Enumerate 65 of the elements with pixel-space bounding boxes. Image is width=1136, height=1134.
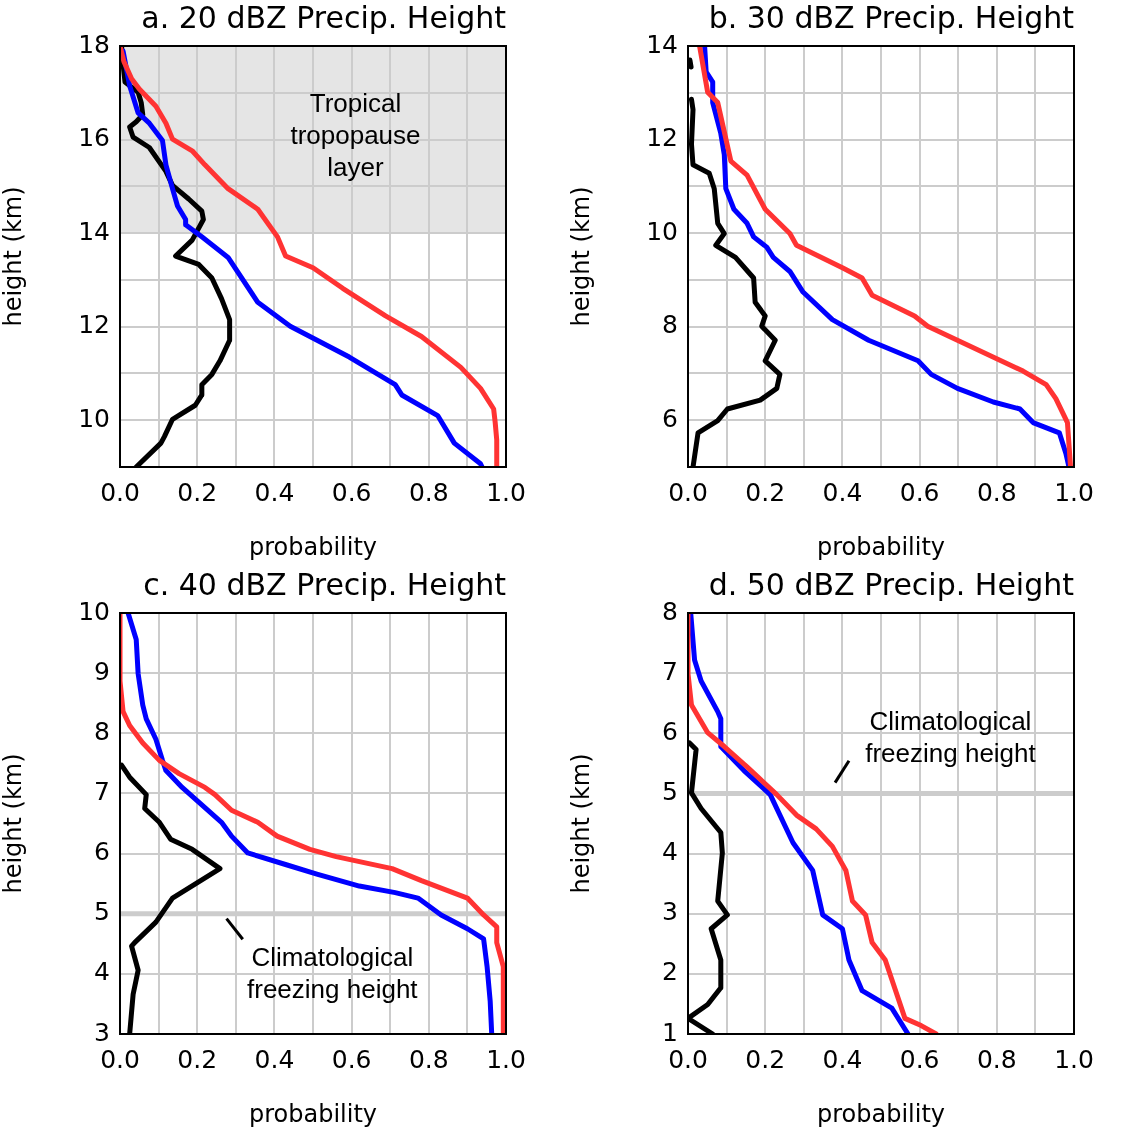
y-tick-label: 12 [78,310,110,340]
y-tick-label: 7 [662,656,678,686]
y-tick-label: 5 [662,776,678,806]
y-axis-title: height (km) [0,186,27,327]
x-tick-label: 0.8 [408,1044,449,1074]
x-axis-title: probability [816,1099,946,1128]
y-tick-label: 5 [94,897,110,927]
y-axis-title: height (km) [566,753,595,894]
y-tick-label: 4 [662,837,678,867]
x-tick-label: 1.0 [486,477,526,507]
y-tick-label: 10 [646,216,678,246]
y-tick-label: 10 [78,403,110,433]
y-tick-label: 10 [78,596,110,626]
x-tick-label: 0.2 [177,477,218,507]
chart-title: a. 20 dBZ Precip. Height [141,0,507,35]
y-tick-label: 1 [662,1017,678,1047]
y-tick-label: 14 [646,29,678,59]
x-tick-label: 1.0 [486,1044,526,1074]
x-axis-title: probability [248,1099,378,1128]
y-axis-title: height (km) [566,186,595,327]
chart-title: c. 40 dBZ Precip. Height [143,566,507,602]
x-tick-label: 0.0 [668,477,708,507]
y-tick-label: 14 [78,216,110,246]
y-tick-label: 8 [94,716,110,746]
y-tick-label: 6 [662,716,678,746]
y-tick-label: 2 [662,957,678,987]
y-tick-label: 16 [78,123,110,153]
x-axis-title: probability [816,532,946,561]
x-tick-label: 0.0 [100,477,140,507]
x-tick-label: 1.0 [1054,477,1094,507]
x-tick-label: 1.0 [1054,1044,1094,1074]
x-tick-label: 0.6 [331,1044,372,1074]
y-tick-label: 8 [662,310,678,340]
x-tick-label: 0.2 [745,477,786,507]
x-tick-label: 0.8 [408,477,449,507]
x-tick-label: 0.4 [254,1044,295,1074]
x-tick-label: 0.8 [976,1044,1017,1074]
x-tick-label: 0.8 [976,477,1017,507]
y-tick-label: 18 [78,29,110,59]
x-tick-label: 0.4 [254,477,295,507]
y-tick-label: 3 [662,897,678,927]
y-tick-label: 6 [662,403,678,433]
chart-title: d. 50 dBZ Precip. Height [708,566,1075,602]
x-tick-label: 0.0 [100,1044,140,1074]
chart-title: b. 30 dBZ Precip. Height [708,0,1075,35]
y-tick-label: 9 [94,656,110,686]
x-tick-label: 0.2 [177,1044,218,1074]
x-axis-title: probability [248,532,378,561]
y-axis-title: height (km) [0,753,27,894]
y-tick-label: 7 [94,776,110,806]
ref-line-label: Climatological freezing height [247,941,419,1004]
y-tick-label: 8 [662,596,678,626]
x-tick-label: 0.6 [331,477,372,507]
x-tick-label: 0.2 [745,1044,786,1074]
band-label: Tropical tropopause layer [290,88,421,183]
y-tick-label: 6 [94,837,110,867]
x-tick-label: 0.0 [668,1044,708,1074]
x-tick-label: 0.4 [822,1044,863,1074]
y-tick-label: 12 [646,123,678,153]
x-tick-label: 0.6 [899,477,940,507]
y-tick-label: 3 [94,1017,110,1047]
y-tick-label: 4 [94,957,110,987]
x-tick-label: 0.4 [822,477,863,507]
ref-line-label: Climatological freezing height [865,706,1037,768]
x-tick-label: 0.6 [899,1044,940,1074]
